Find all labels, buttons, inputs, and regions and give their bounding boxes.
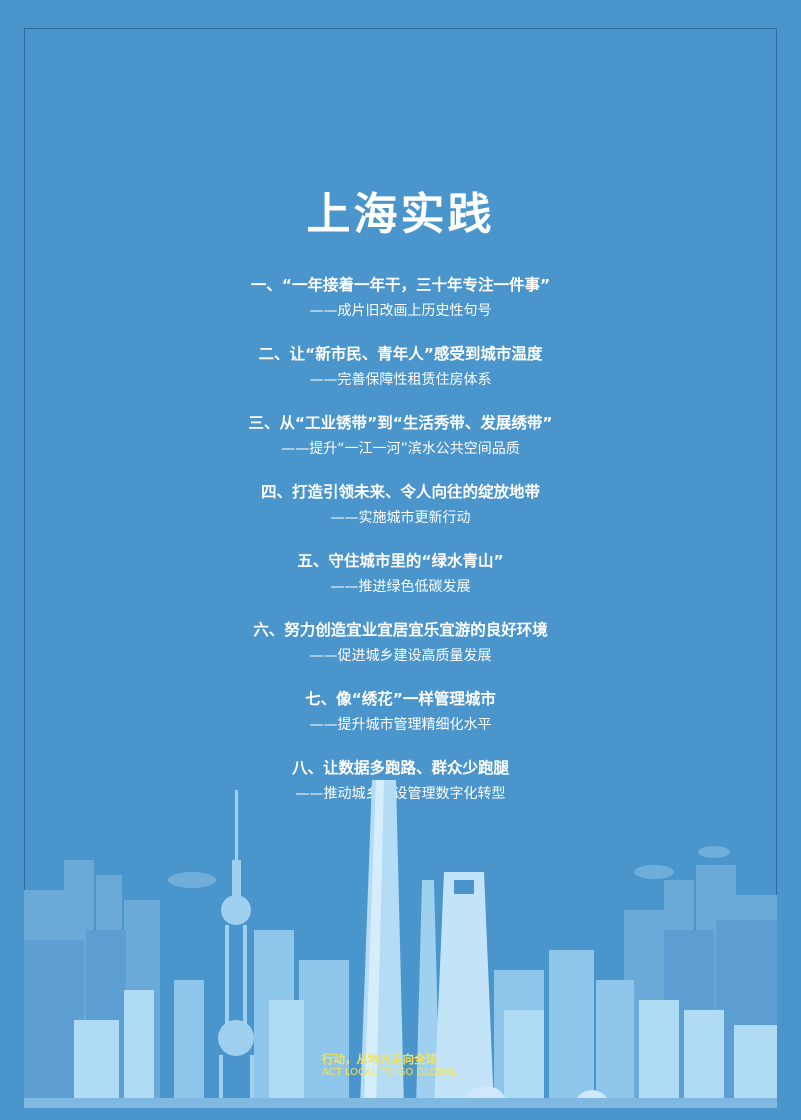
item-subtitle: ——提升“一江一河”滨水公共空间品质: [281, 441, 520, 457]
item-heading: 三、从“工业锈带”到“生活秀带、发展绣带”: [248, 414, 553, 432]
item-heading: 五、守住城市里的“绿水青山”: [297, 552, 504, 570]
item-heading: 八、让数据多跑路、群众少跑腿: [291, 759, 509, 777]
practice-list: 一、“一年接着一年干，三十年专注一件事” ——成片旧改画上历史性句号 二、让“新…: [0, 270, 801, 822]
item-subtitle: ——成片旧改画上历史性句号: [309, 303, 492, 319]
list-item: 四、打造引领未来、令人向往的绽放地带 ——实施城市更新行动: [0, 477, 801, 546]
slogan-chinese: 行动，从地方走向全球: [322, 1052, 437, 1066]
item-heading: 七、像“绣花”一样管理城市: [305, 690, 496, 708]
item-subtitle: ——推动城乡建设管理数字化转型: [295, 786, 506, 802]
slogan-english: ACT LOCAL TO GO GLOBAL: [322, 1067, 457, 1078]
list-item: 五、守住城市里的“绿水青山” ——推进绿色低碳发展: [0, 546, 801, 615]
page-title: 上海实践: [306, 189, 495, 240]
list-item: 三、从“工业锈带”到“生活秀带、发展绣带” ——提升“一江一河”滨水公共空间品质: [0, 408, 801, 477]
item-heading: 二、让“新市民、青年人”感受到城市温度: [258, 345, 543, 363]
item-subtitle: ——完善保障性租赁住房体系: [309, 372, 492, 388]
item-subtitle: ——促进城乡建设高质量发展: [309, 648, 492, 664]
item-heading: 六、努力创造宜业宜居宜乐宜游的良好环境: [253, 621, 548, 639]
item-subtitle: ——推进绿色低碳发展: [330, 579, 471, 595]
item-heading: 一、“一年接着一年干，三十年专注一件事”: [250, 276, 551, 294]
list-item: 七、像“绣花”一样管理城市 ——提升城市管理精细化水平: [0, 684, 801, 753]
list-item: 六、努力创造宜业宜居宜乐宜游的良好环境 ——促进城乡建设高质量发展: [0, 615, 801, 684]
item-subtitle: ——实施城市更新行动: [330, 510, 471, 526]
item-heading: 四、打造引领未来、令人向往的绽放地带: [260, 483, 540, 501]
city-skyline-illustration: [24, 780, 777, 1108]
list-item: 八、让数据多跑路、群众少跑腿 ——推动城乡建设管理数字化转型: [0, 753, 801, 822]
item-subtitle: ——提升城市管理精细化水平: [309, 717, 492, 733]
slogan: 行动，从地方走向全球 ACT LOCAL TO GO GLOBAL: [322, 1052, 457, 1080]
list-item: 二、让“新市民、青年人”感受到城市温度 ——完善保障性租赁住房体系: [0, 339, 801, 408]
list-item: 一、“一年接着一年干，三十年专注一件事” ——成片旧改画上历史性句号: [0, 270, 801, 339]
